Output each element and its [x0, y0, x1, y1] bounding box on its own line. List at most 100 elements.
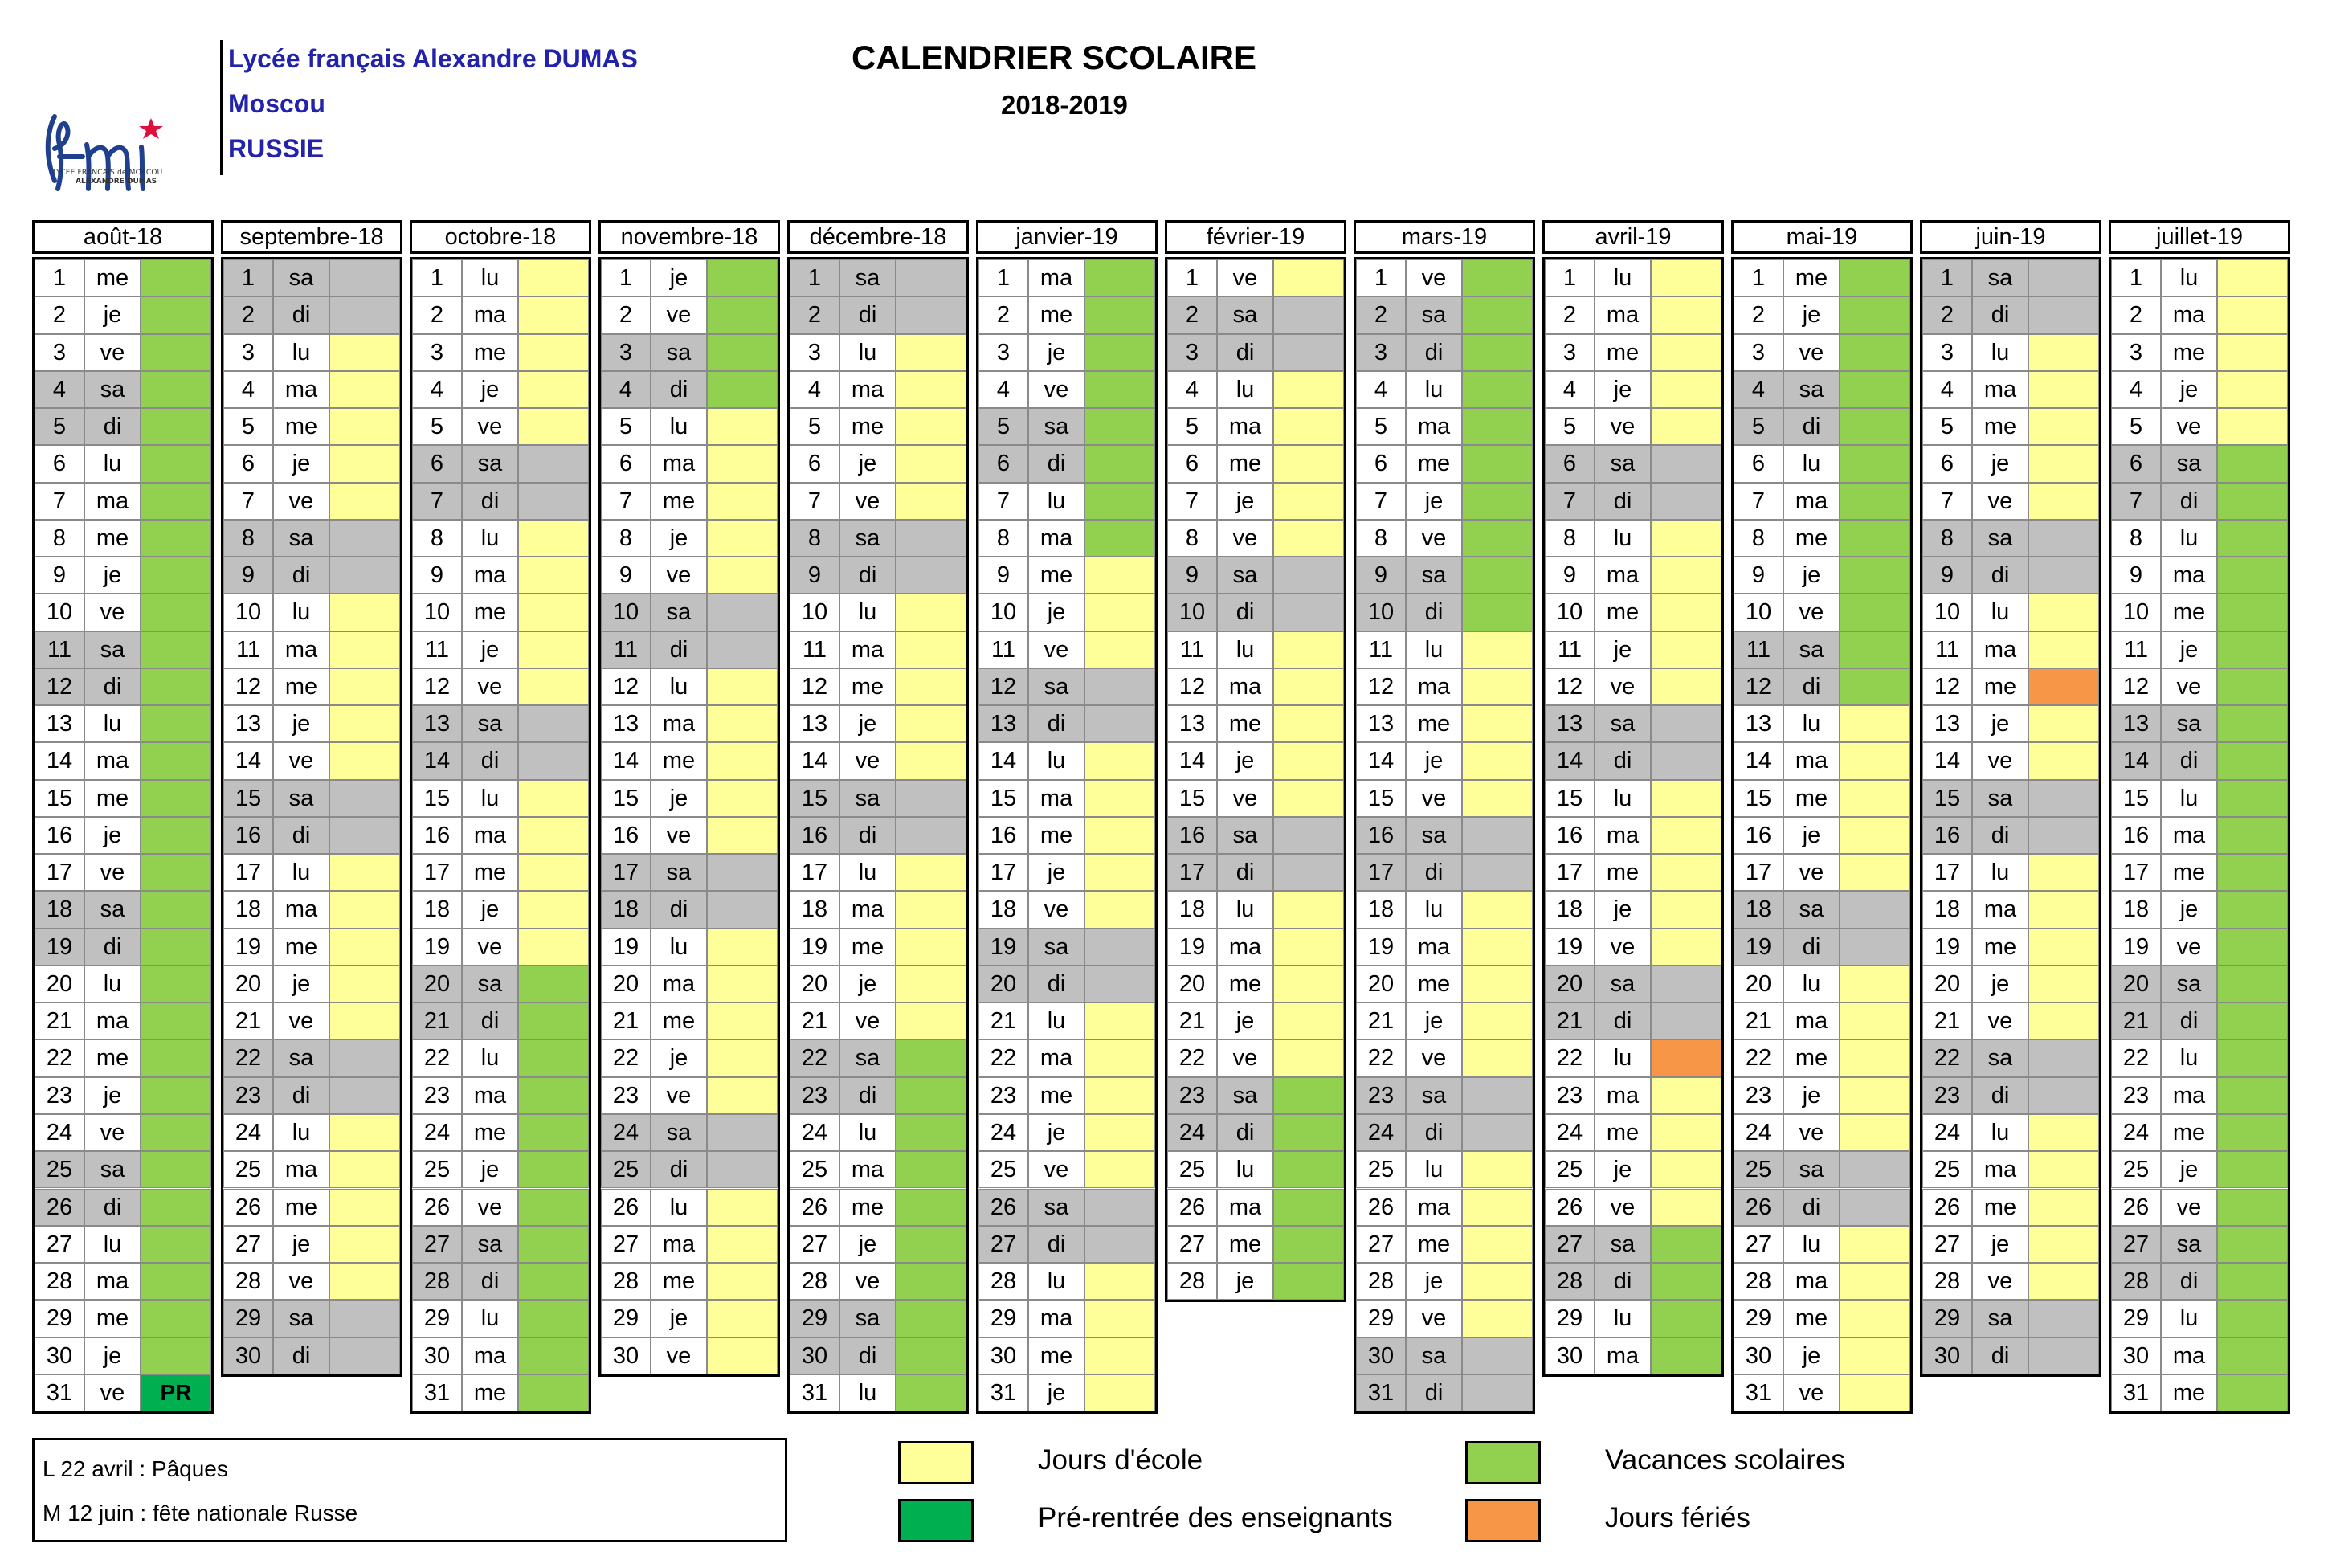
day-row: 14 ve	[790, 742, 966, 780]
weekend-day	[329, 259, 400, 297]
weekday-label: ma	[1028, 259, 1084, 297]
day-number: 14	[35, 742, 84, 780]
day-number: 4	[1167, 370, 1217, 409]
weekday-label: me	[1783, 519, 1840, 557]
day-row: 24 lu	[790, 1113, 966, 1152]
weekday-label: me	[1972, 668, 2028, 706]
weekday-label: sa	[2161, 965, 2217, 1003]
day-row: 10 sa	[601, 594, 778, 631]
weekday-label: ma	[839, 631, 896, 668]
month-header: mars-19	[1354, 220, 1535, 254]
weekday-label: je	[273, 705, 329, 743]
day-number: 27	[978, 1225, 1028, 1263]
day-number: 18	[1734, 891, 1783, 929]
holiday-day	[2217, 965, 2288, 1003]
holiday-day	[896, 1374, 966, 1412]
day-number: 23	[1734, 1076, 1783, 1114]
weekday-label: sa	[839, 259, 896, 297]
weekday-label: di	[1028, 1225, 1084, 1263]
day-row: 9 di	[790, 557, 966, 594]
day-row: 23 ma	[2111, 1076, 2288, 1114]
holiday-day	[141, 705, 211, 743]
holiday-day	[707, 370, 778, 409]
day-row: 29 ve	[1356, 1300, 1533, 1337]
day-number: 11	[1734, 631, 1783, 668]
day-number: 16	[35, 816, 84, 855]
day-row: 11 ve	[978, 631, 1155, 668]
day-number: 11	[978, 631, 1028, 668]
day-row: 21 ma	[35, 1002, 211, 1040]
weekday-label: je	[273, 965, 329, 1003]
school-day	[2028, 965, 2099, 1003]
weekday-label: ma	[1406, 928, 1462, 966]
weekday-label: sa	[462, 1225, 518, 1263]
weekday-label: di	[1217, 333, 1273, 371]
day-row: 9 me	[978, 557, 1155, 594]
school-day	[329, 705, 400, 743]
holiday-day	[2217, 594, 2288, 631]
school-day	[518, 928, 589, 966]
day-row: 27 di	[978, 1225, 1155, 1263]
holiday-day	[2217, 557, 2288, 594]
weekday-label: ve	[1595, 1188, 1651, 1226]
weekday-label: di	[462, 742, 518, 780]
weekday-label: ve	[839, 482, 896, 520]
holiday-day	[1462, 445, 1533, 483]
day-row: 25 ma	[790, 1151, 966, 1189]
day-number: 12	[2111, 668, 2161, 706]
school-day	[2028, 482, 2099, 520]
day-number: 24	[412, 1113, 462, 1152]
day-number: 30	[1734, 1337, 1783, 1374]
weekday-label: me	[273, 668, 329, 706]
weekday-label: ma	[1972, 631, 2028, 668]
weekday-label: je	[1595, 631, 1651, 668]
weekday-label: sa	[651, 333, 707, 371]
day-number: 18	[978, 891, 1028, 929]
weekday-label: je	[651, 1039, 707, 1077]
day-number: 16	[2111, 816, 2161, 855]
school-day	[329, 333, 400, 371]
school-day	[1273, 965, 1344, 1003]
holiday-day	[141, 482, 211, 520]
day-row: 15 ve	[1356, 779, 1533, 817]
day-number: 18	[35, 891, 84, 929]
day-number: 18	[1922, 891, 1972, 929]
weekday-label: lu	[1972, 1113, 2028, 1152]
weekday-label: me	[651, 482, 707, 520]
day-number: 15	[1356, 779, 1406, 817]
day-row: 10 me	[2111, 594, 2288, 631]
school-day	[2028, 1002, 2099, 1040]
weekday-label: lu	[839, 1113, 896, 1152]
day-row: 31 ve	[1734, 1374, 1910, 1412]
weekday-label: sa	[84, 370, 141, 409]
month-header: novembre-18	[598, 220, 780, 254]
weekday-label: ma	[1783, 482, 1840, 520]
holiday-day	[2217, 1113, 2288, 1152]
weekday-label: lu	[839, 854, 896, 892]
day-row: 26 ve	[1545, 1188, 1721, 1226]
weekday-label: ve	[1783, 1113, 1840, 1152]
weekday-label: lu	[651, 928, 707, 966]
day-row: 15 lu	[2111, 779, 2288, 817]
day-row: 9 ma	[412, 557, 589, 594]
note-fete-nationale: M 12 juin : fête nationale Russe	[43, 1501, 358, 1525]
day-row: 2 di	[223, 296, 400, 334]
school-day	[707, 519, 778, 557]
day-row: 8 sa	[223, 519, 400, 557]
day-row: 28 me	[601, 1263, 778, 1301]
weekday-label: ve	[839, 1263, 896, 1301]
day-row: 23 sa	[1167, 1076, 1344, 1114]
day-number: 11	[223, 631, 273, 668]
day-number: 4	[1734, 370, 1783, 409]
day-row: 2 di	[790, 296, 966, 334]
weekend-day	[1084, 965, 1155, 1003]
weekday-label: je	[651, 259, 707, 297]
weekend-day	[707, 854, 778, 892]
day-number: 18	[412, 891, 462, 929]
month-header: décembre-18	[787, 220, 969, 254]
holiday-day	[141, 594, 211, 631]
weekday-label: di	[1028, 445, 1084, 483]
day-row: 20 sa	[1545, 965, 1721, 1003]
day-row: 23 je	[35, 1076, 211, 1114]
weekday-label: di	[1406, 1113, 1462, 1152]
